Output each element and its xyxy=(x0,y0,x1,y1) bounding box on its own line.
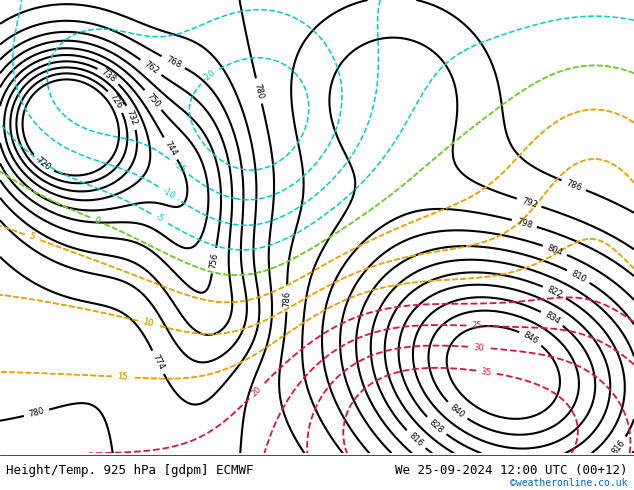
Text: 25: 25 xyxy=(471,321,482,331)
Text: 738: 738 xyxy=(100,68,118,84)
Text: 798: 798 xyxy=(515,217,533,230)
Text: 0: 0 xyxy=(93,216,101,226)
Text: ©weatheronline.co.uk: ©weatheronline.co.uk xyxy=(510,478,628,488)
Text: 786: 786 xyxy=(282,291,292,307)
Text: 30: 30 xyxy=(473,343,484,352)
Text: 822: 822 xyxy=(545,285,564,300)
Text: 804: 804 xyxy=(546,243,564,257)
Text: -20: -20 xyxy=(202,69,218,84)
Text: 744: 744 xyxy=(162,140,178,158)
Text: 792: 792 xyxy=(520,196,538,209)
Text: 35: 35 xyxy=(481,367,492,377)
Text: 5: 5 xyxy=(28,232,36,242)
Text: 0: 0 xyxy=(93,216,101,226)
Text: 768: 768 xyxy=(164,54,183,70)
Text: 840: 840 xyxy=(448,402,466,419)
Text: 786: 786 xyxy=(564,178,583,193)
Text: 828: 828 xyxy=(427,417,445,435)
Text: -10: -10 xyxy=(160,186,176,200)
Text: 780: 780 xyxy=(28,407,46,419)
Text: 20: 20 xyxy=(250,384,264,398)
Text: 846: 846 xyxy=(522,330,540,346)
Text: 10: 10 xyxy=(141,318,154,329)
Text: 774: 774 xyxy=(150,353,165,371)
Text: 780: 780 xyxy=(253,82,265,100)
Text: 15: 15 xyxy=(117,372,128,382)
Text: 810: 810 xyxy=(569,269,588,284)
Text: 762: 762 xyxy=(142,59,160,76)
Text: 750: 750 xyxy=(145,91,162,109)
Text: 816: 816 xyxy=(609,438,626,456)
Text: 756: 756 xyxy=(209,252,220,270)
Text: 15: 15 xyxy=(117,372,128,382)
Text: 10: 10 xyxy=(141,318,154,329)
Text: -5: -5 xyxy=(153,212,165,224)
Text: Height/Temp. 925 hPa [gdpm] ECMWF: Height/Temp. 925 hPa [gdpm] ECMWF xyxy=(6,465,254,477)
Text: 726: 726 xyxy=(108,93,124,111)
Text: 834: 834 xyxy=(543,310,561,326)
Text: We 25-09-2024 12:00 UTC (00+12): We 25-09-2024 12:00 UTC (00+12) xyxy=(395,465,628,477)
Text: 720: 720 xyxy=(34,155,52,172)
Text: 5: 5 xyxy=(28,232,36,242)
Text: -15: -15 xyxy=(171,159,187,174)
Text: 816: 816 xyxy=(407,431,425,448)
Text: 732: 732 xyxy=(125,108,139,126)
